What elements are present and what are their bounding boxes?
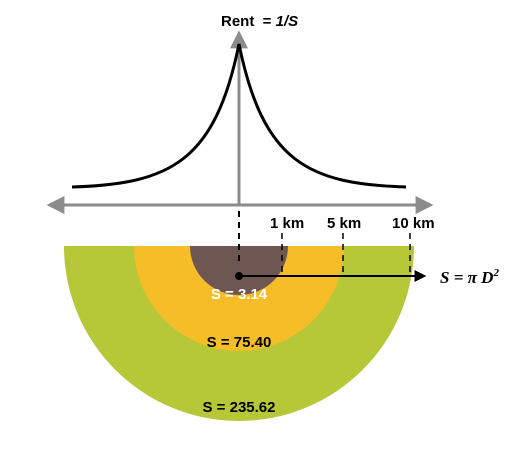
zone-label-outer: S = 235.62	[203, 399, 276, 416]
rent-label-prefix: Rent =	[221, 13, 276, 30]
zone-middle	[134, 246, 344, 351]
zone-inner	[190, 246, 288, 295]
distance-label-10km: 10 km	[392, 215, 435, 232]
distance-label-5km: 5 km	[327, 215, 361, 232]
rent-label-formula: 1/S	[276, 13, 299, 30]
area-formula-prefix: S = π D	[440, 268, 493, 287]
area-formula: S = π D2	[440, 267, 499, 287]
center-point	[235, 272, 243, 280]
distance-label-1km: 1 km	[270, 215, 304, 232]
rent-curve	[71, 43, 407, 189]
zone-label-middle: S = 75.40	[207, 334, 272, 351]
rent-label: Rent = 1/S	[221, 13, 298, 30]
area-formula-exponent: 2	[492, 267, 499, 279]
zone-label-inner: S = 3.14	[211, 286, 268, 303]
